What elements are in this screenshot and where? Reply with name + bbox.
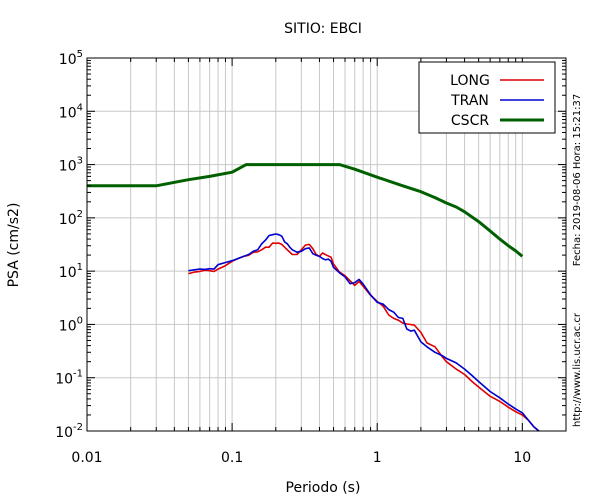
legend: LONG TRAN CSCR xyxy=(418,61,556,134)
plot-frame xyxy=(86,57,567,432)
legend-label-cscr: CSCR xyxy=(451,113,489,129)
legend-label-tran: TRAN xyxy=(450,93,489,109)
x-axis-label: Periodo (s) xyxy=(286,480,361,496)
y-tick-labels: 10-2 10-1 100 101 102 103 104 105 xyxy=(55,49,83,441)
y-tick-label: 102 xyxy=(59,209,83,228)
axis-ticks xyxy=(86,57,567,432)
series-line-tran xyxy=(188,233,540,432)
x-tick-label: 1 xyxy=(373,450,382,466)
x-tick-label: 0.1 xyxy=(221,450,243,466)
y-tick-label: 103 xyxy=(59,156,83,175)
y-tick-label: 10-1 xyxy=(55,369,83,388)
y-tick-label: 100 xyxy=(59,315,83,334)
chart-title: SITIO: EBCI xyxy=(284,21,362,37)
x-tick-label: 10 xyxy=(513,450,531,466)
url-note: http://www.lis.ucr.ac.cr xyxy=(572,312,583,427)
x-tick-labels: 0.01 0.1 1 10 xyxy=(71,450,531,466)
series-line-cscr xyxy=(87,163,524,258)
y-axis-label: PSA (cm/s2) xyxy=(6,203,22,288)
y-tick-label: 105 xyxy=(59,49,83,68)
series-layer xyxy=(87,163,540,432)
y-tick-label: 104 xyxy=(59,102,83,121)
x-tick-label: 0.01 xyxy=(71,450,102,466)
y-tick-label: 10-2 xyxy=(55,422,83,441)
legend-label-long: LONG xyxy=(450,73,490,89)
y-tick-label: 101 xyxy=(59,262,83,281)
timestamp-note: Fecha: 2019-08-06 Hora: 15:21:37 xyxy=(572,94,583,267)
